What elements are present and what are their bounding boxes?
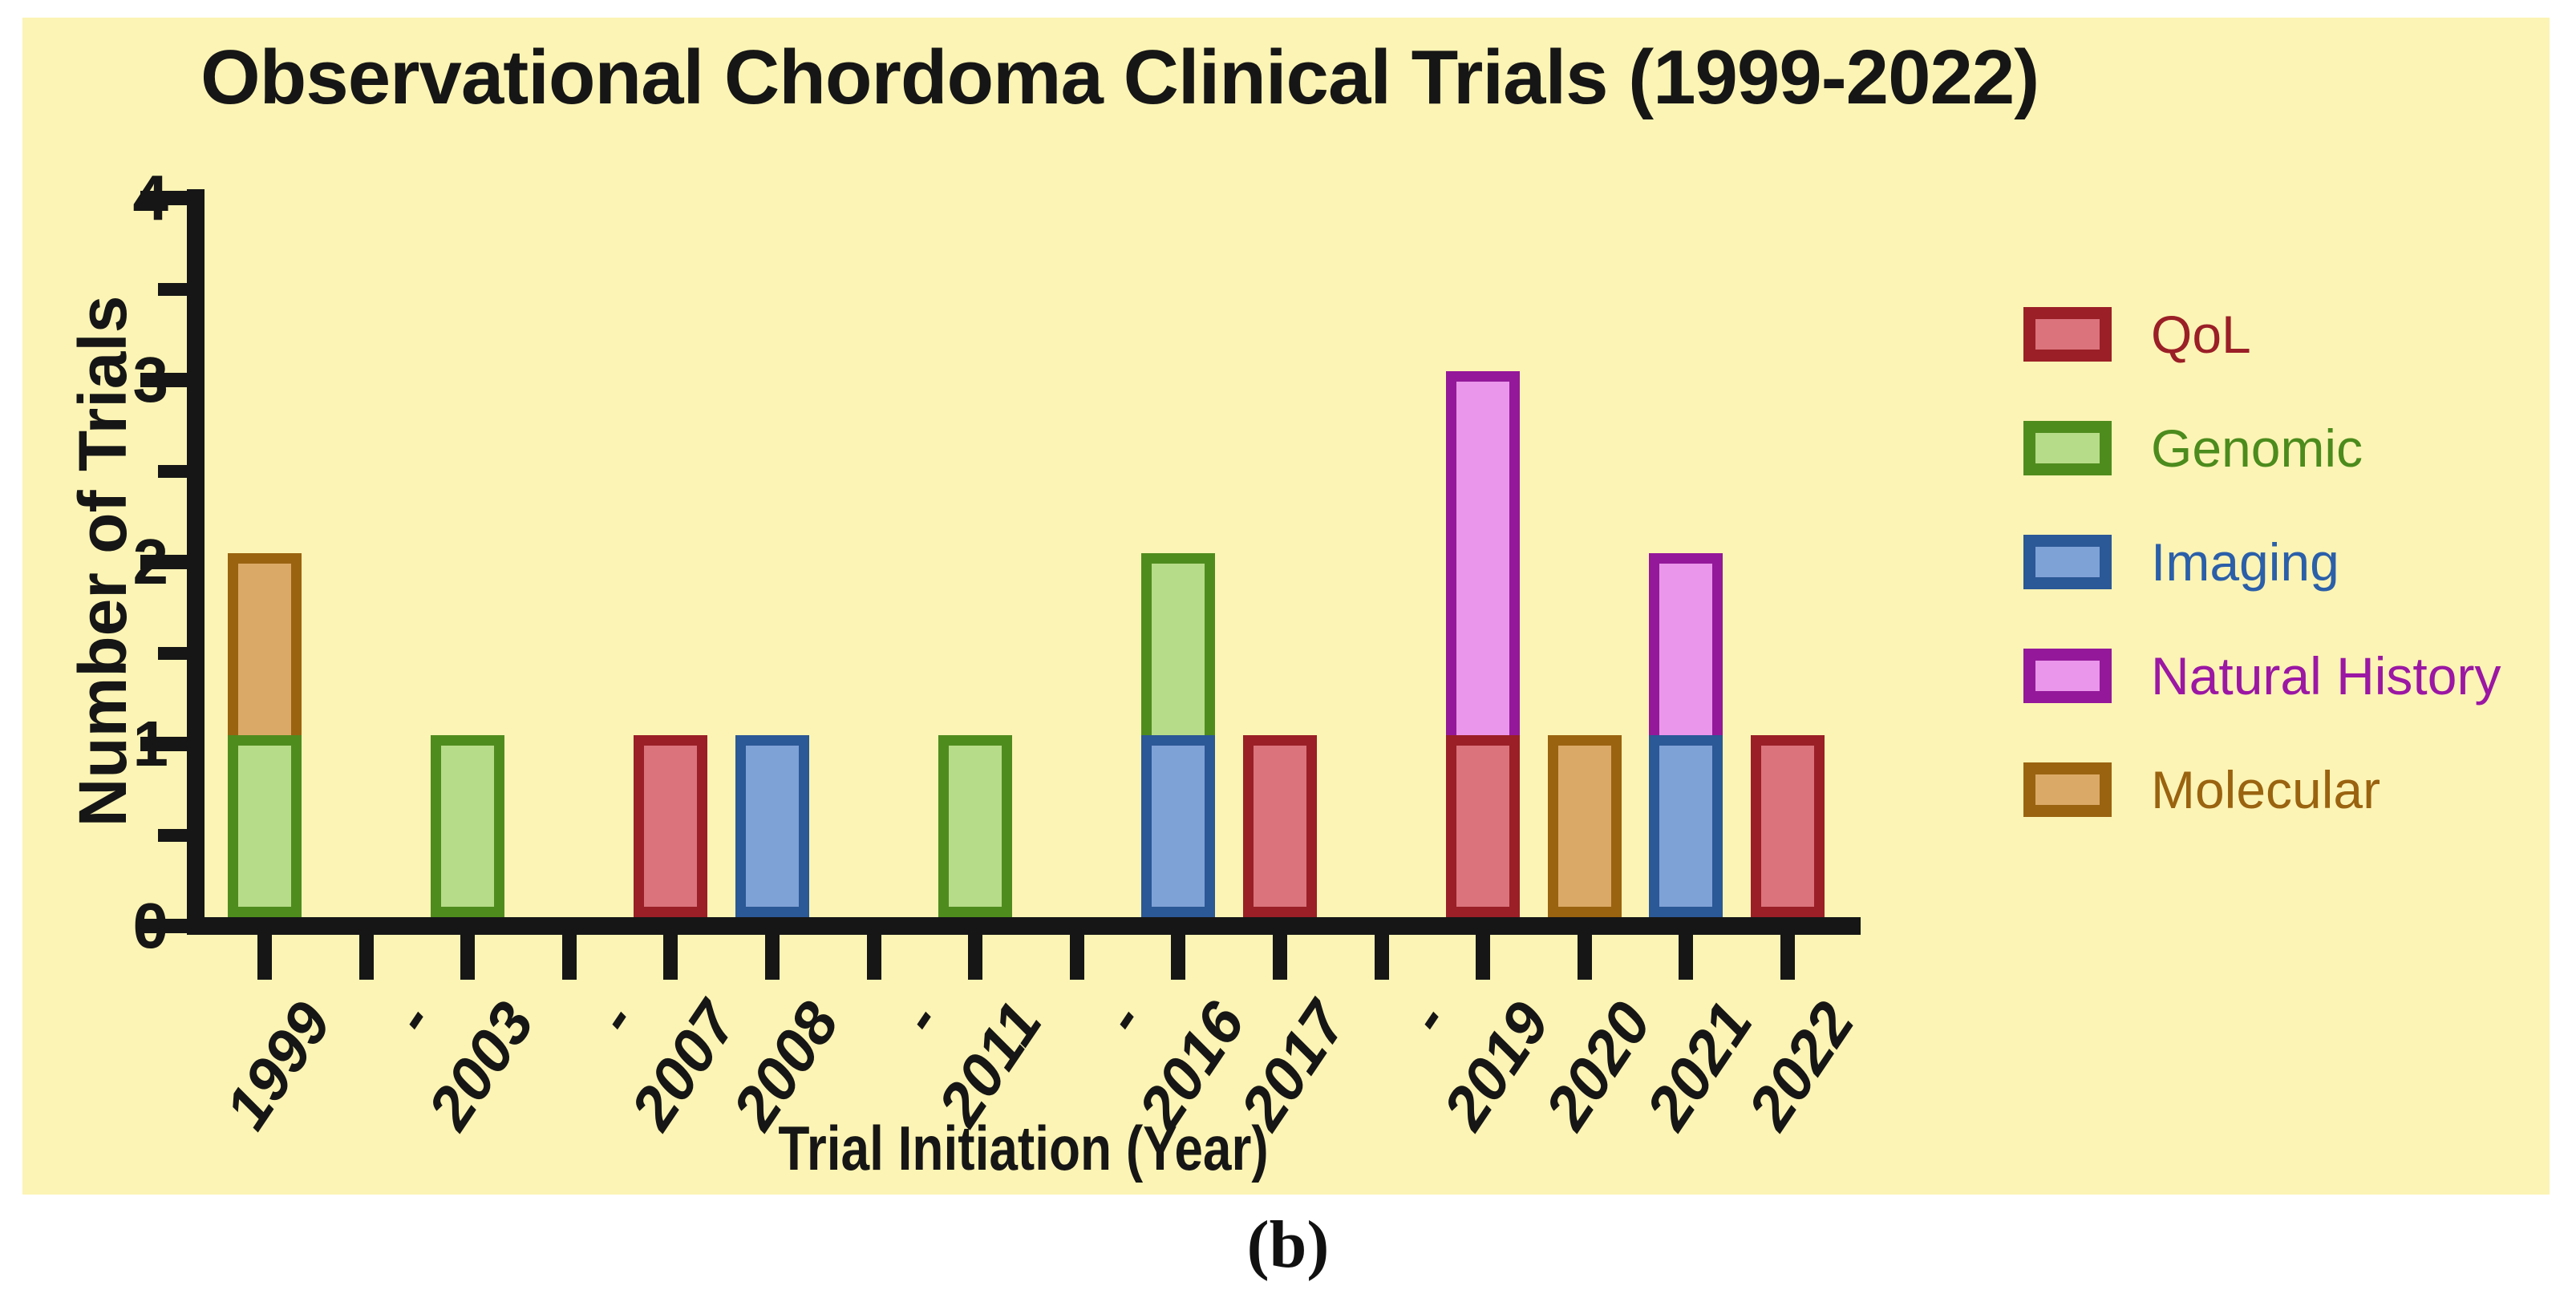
bar-segment-qol-2022 xyxy=(1751,735,1825,917)
bar-segment-genomic-2003 xyxy=(431,735,505,917)
x-tick xyxy=(257,935,272,980)
legend-swatch-imaging xyxy=(2023,535,2112,589)
legend-label-genomic: Genomic xyxy=(2151,418,2363,478)
legend-swatch-natural-history xyxy=(2023,649,2112,703)
x-tick xyxy=(1171,935,1186,980)
legend-swatch-genomic xyxy=(2023,421,2112,475)
x-tick xyxy=(968,935,983,980)
x-tick xyxy=(1476,935,1491,980)
y-minor-tick xyxy=(158,464,187,478)
bar-segment-genomic-2016 xyxy=(1141,553,1216,735)
bar-segment-qol-2019 xyxy=(1446,735,1521,917)
y-tick-label: 3 xyxy=(132,344,169,415)
chart-panel xyxy=(22,18,2550,1195)
x-axis-line xyxy=(187,917,1861,935)
bar-segment-qol-2007 xyxy=(634,735,708,917)
chart-title: Observational Chordoma Clinical Trials (… xyxy=(200,34,2039,120)
legend-swatch-molecular xyxy=(2023,762,2112,817)
y-tick xyxy=(140,737,187,751)
bar-segment-genomic-1999 xyxy=(228,735,302,917)
bar-segment-natural-history-2019 xyxy=(1446,371,1521,735)
x-tick xyxy=(663,935,678,980)
y-minor-tick xyxy=(158,646,187,660)
legend-label-qol: QoL xyxy=(2151,305,2251,364)
legend-label-natural-history: Natural History xyxy=(2151,646,2501,706)
legend-label-imaging: Imaging xyxy=(2151,532,2339,592)
bar-segment-imaging-2021 xyxy=(1649,735,1723,917)
bar-segment-genomic-2011 xyxy=(938,735,1013,917)
x-tick xyxy=(1780,935,1795,980)
y-tick xyxy=(140,373,187,387)
x-tick xyxy=(765,935,780,980)
legend-label-molecular: Molecular xyxy=(2151,760,2381,819)
y-minor-tick xyxy=(158,828,187,842)
x-tick xyxy=(1273,935,1287,980)
y-tick-label: 0 xyxy=(132,890,169,961)
bar-segment-qol-2017 xyxy=(1243,735,1317,917)
legend-swatch-qol xyxy=(2023,307,2112,362)
y-minor-tick xyxy=(158,282,187,296)
y-tick-label: 2 xyxy=(132,526,169,597)
x-axis-title: Trial Initiation (Year) xyxy=(778,1113,1269,1183)
x-tick xyxy=(1374,935,1389,980)
figure-caption: (b) xyxy=(1246,1207,1330,1282)
bar-segment-molecular-1999 xyxy=(228,553,302,735)
y-tick-label: 1 xyxy=(132,708,169,779)
bar-segment-imaging-2016 xyxy=(1141,735,1216,917)
bar-segment-molecular-2020 xyxy=(1547,735,1622,917)
x-tick xyxy=(866,935,881,980)
x-tick xyxy=(561,935,577,980)
y-tick xyxy=(140,191,187,205)
y-tick-label: 4 xyxy=(132,162,169,233)
y-axis-spine xyxy=(187,189,205,935)
x-tick xyxy=(358,935,374,980)
bar-segment-imaging-2008 xyxy=(735,735,809,917)
y-tick xyxy=(140,919,187,933)
x-tick xyxy=(460,935,476,980)
x-tick xyxy=(1577,935,1592,980)
x-tick xyxy=(1679,935,1694,980)
y-tick xyxy=(140,555,187,569)
x-tick xyxy=(1069,935,1084,980)
bar-segment-natural-history-2021 xyxy=(1649,553,1723,735)
